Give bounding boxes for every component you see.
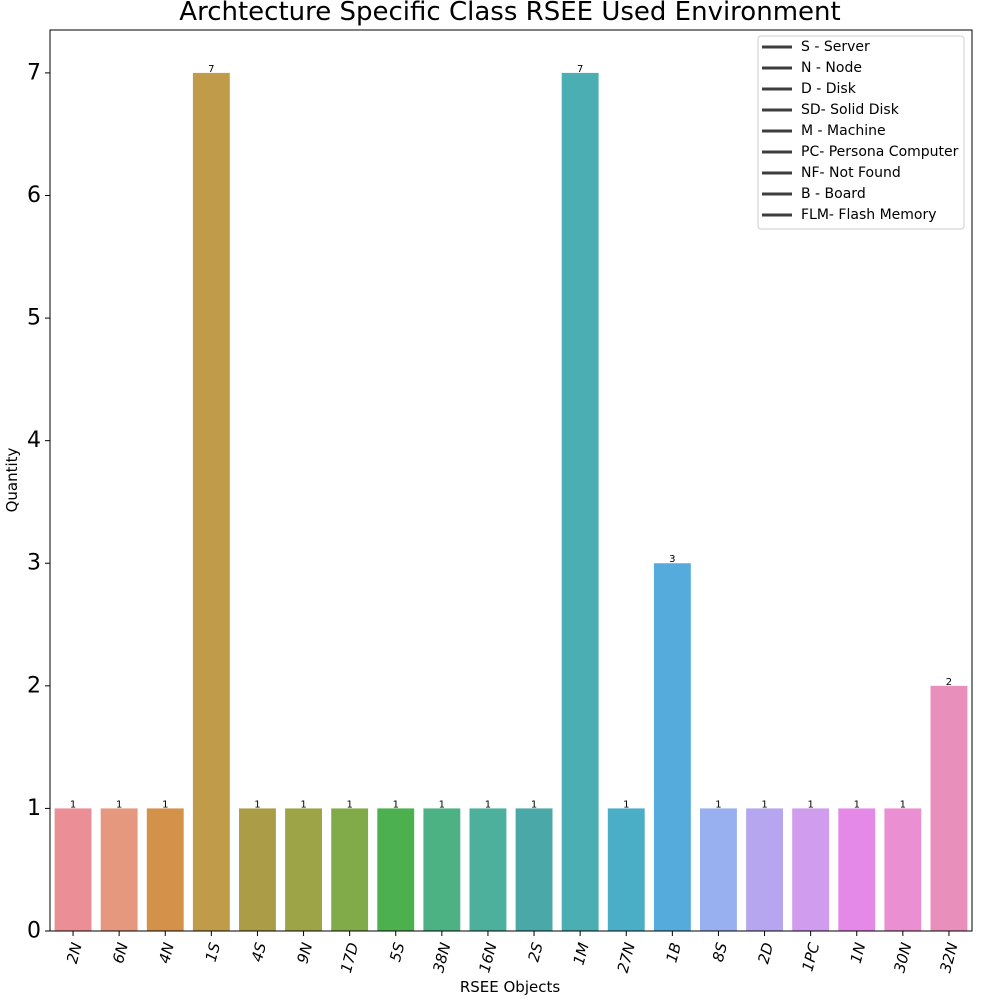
x-tick-label-27N: 27N bbox=[614, 941, 639, 975]
x-tick-label-5S: 5S bbox=[386, 940, 408, 964]
y-tick-label-6: 6 bbox=[27, 183, 41, 208]
data-label-1PC: 1 bbox=[807, 799, 813, 810]
bar-2S bbox=[515, 808, 553, 931]
x-tick-label-2S: 2S bbox=[524, 940, 546, 964]
bar-2N bbox=[54, 808, 92, 931]
y-tick-label-1: 1 bbox=[27, 796, 41, 821]
y-axis: 0 1 2 3 4 5 6 7 bbox=[27, 60, 50, 944]
data-label-4N: 1 bbox=[162, 799, 168, 810]
bar-1PC bbox=[792, 808, 830, 931]
x-tick-label-16N: 16N bbox=[475, 941, 500, 975]
bar-38N bbox=[423, 808, 461, 931]
x-tick-label-2D: 2D bbox=[754, 941, 777, 966]
legend-entry-7: B - Board bbox=[801, 186, 866, 202]
bar-1B bbox=[653, 563, 691, 931]
x-tick-label-4N: 4N bbox=[155, 941, 178, 966]
legend-entry-0: S - Server bbox=[801, 39, 870, 55]
x-tick-label-1B: 1B bbox=[663, 941, 686, 965]
x-tick-label-1S: 1S bbox=[202, 940, 224, 964]
legend-entry-4: M - Machine bbox=[801, 123, 886, 139]
data-label-17D: 1 bbox=[346, 799, 352, 810]
y-tick-label-7: 7 bbox=[27, 60, 41, 85]
legend-entry-2: D - Disk bbox=[801, 81, 857, 97]
x-tick-label-2N: 2N bbox=[63, 941, 86, 966]
data-label-6N: 1 bbox=[116, 799, 122, 810]
data-label-9N: 1 bbox=[300, 799, 306, 810]
y-tick-label-4: 4 bbox=[27, 428, 41, 453]
y-tick-label-2: 2 bbox=[27, 673, 41, 698]
bar-32N bbox=[930, 685, 968, 931]
data-label-32N: 2 bbox=[946, 677, 952, 688]
data-label-5S: 1 bbox=[393, 799, 399, 810]
bar-16N bbox=[469, 808, 507, 931]
bar-4N bbox=[146, 808, 184, 931]
y-axis-label: Quantity bbox=[3, 447, 21, 512]
x-tick-label-9N: 9N bbox=[293, 941, 316, 966]
legend: S - Server N - Node D - Disk SD- Solid Disk… bbox=[757, 35, 965, 230]
bar-30N bbox=[884, 808, 922, 931]
x-tick-label-6N: 6N bbox=[109, 941, 132, 966]
x-tick-label-38N: 38N bbox=[429, 941, 454, 975]
bar-1N bbox=[838, 808, 876, 931]
x-tick-label-17D: 17D bbox=[337, 941, 362, 975]
data-label-1M: 7 bbox=[577, 64, 583, 75]
legend-entry-3: SD- Solid Disk bbox=[801, 102, 900, 118]
bars-group bbox=[54, 72, 968, 931]
bar-8S bbox=[700, 808, 737, 931]
legend-box bbox=[757, 35, 965, 230]
y-tick-label-3: 3 bbox=[27, 551, 41, 576]
data-label-8S: 1 bbox=[715, 799, 721, 810]
bar-27N bbox=[607, 808, 645, 931]
bar-1M bbox=[561, 72, 599, 931]
x-axis-label: RSEE Objects bbox=[460, 978, 561, 996]
bar-17D bbox=[331, 808, 369, 931]
plot-frame bbox=[49, 29, 973, 932]
bar-4S bbox=[239, 808, 276, 931]
x-tick-label-4S: 4S bbox=[248, 940, 270, 964]
data-label-1N: 1 bbox=[854, 799, 860, 810]
y-tick-label-0: 0 bbox=[27, 919, 41, 944]
chart-title: Archtecture Specific Class RSEE Used Env… bbox=[179, 0, 840, 27]
bar-2D bbox=[746, 808, 783, 931]
data-label-1S: 7 bbox=[208, 64, 214, 75]
legend-entry-6: NF- Not Found bbox=[801, 165, 901, 181]
x-tick-label-1PC: 1PC bbox=[798, 940, 823, 973]
data-label-27N: 1 bbox=[623, 799, 629, 810]
x-tick-label-8S: 8S bbox=[709, 940, 731, 964]
bar-1S bbox=[192, 72, 230, 931]
bar-5S bbox=[377, 808, 415, 931]
data-label-1B: 3 bbox=[669, 554, 675, 565]
legend-entry-5: PC- Persona Computer bbox=[801, 144, 959, 160]
data-label-2N: 1 bbox=[70, 799, 76, 810]
data-label-2S: 1 bbox=[531, 799, 537, 810]
x-axis: 2N 6N 4N 1S 4S 9N 17D 5S 38N 16N 2S 1M 27N 1B 8S 2D 1PC 1… bbox=[63, 931, 962, 975]
legend-entry-1: N - Node bbox=[801, 60, 862, 76]
bar-9N bbox=[285, 808, 322, 931]
x-tick-label-1M: 1M bbox=[570, 941, 593, 967]
data-label-2D: 1 bbox=[761, 799, 767, 810]
x-tick-label-32N: 32N bbox=[936, 941, 961, 975]
data-label-16N: 1 bbox=[485, 799, 491, 810]
data-label-30N: 1 bbox=[900, 799, 906, 810]
bar-6N bbox=[100, 808, 138, 931]
y-tick-label-5: 5 bbox=[27, 306, 41, 331]
legend-entry-8: FLM- Flash Memory bbox=[801, 207, 937, 223]
x-tick-label-30N: 30N bbox=[890, 941, 915, 975]
data-label-38N: 1 bbox=[439, 799, 445, 810]
x-tick-label-1N: 1N bbox=[847, 941, 870, 966]
data-label-4S: 1 bbox=[254, 799, 260, 810]
